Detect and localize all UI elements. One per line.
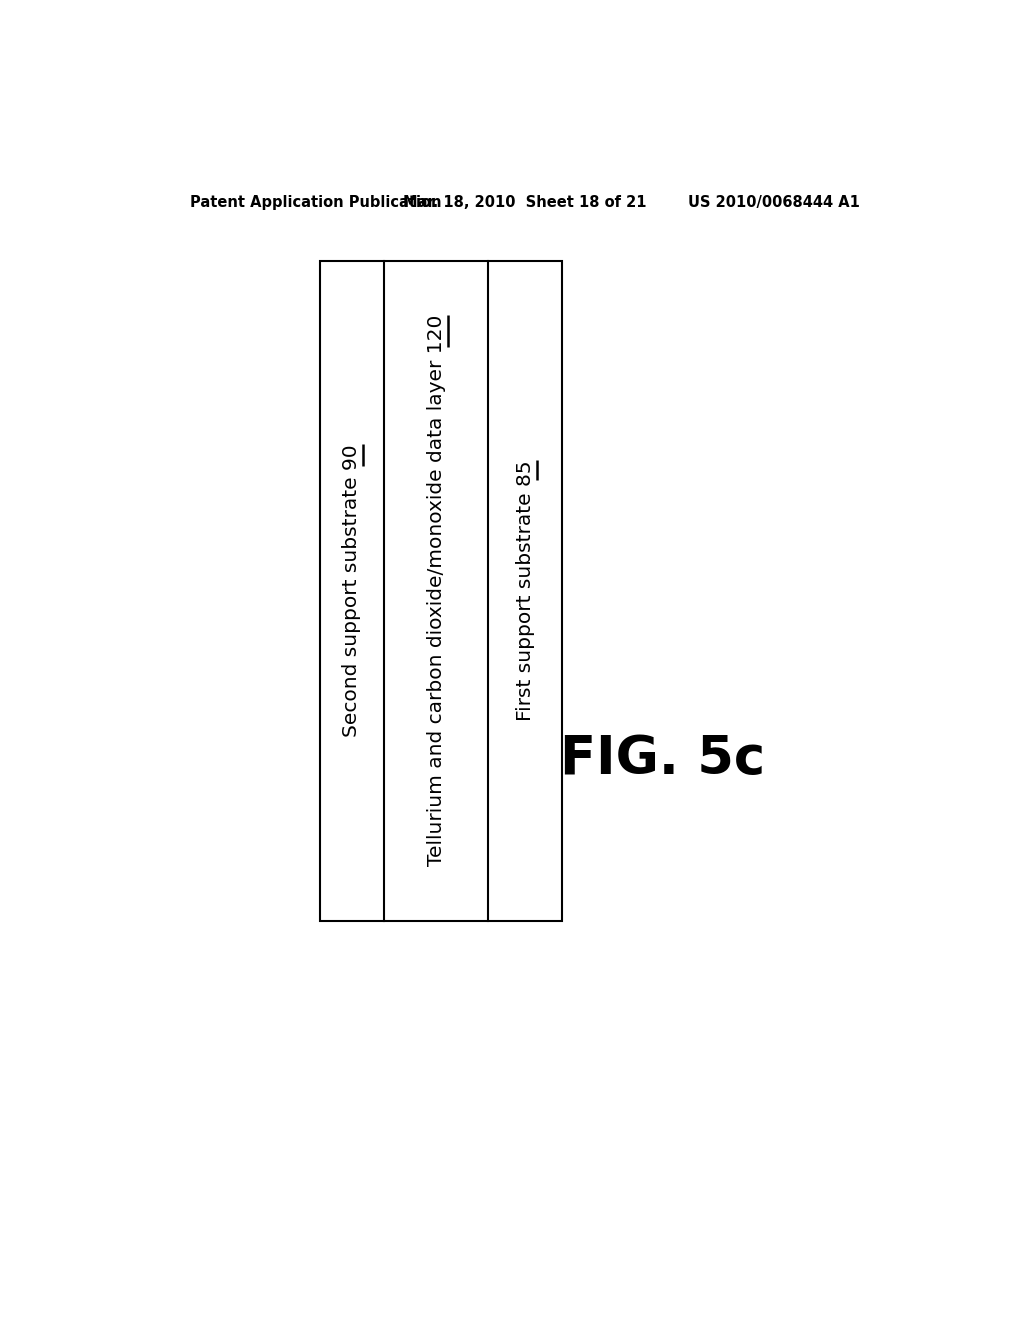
Text: Tellurium and carbon dioxide/monoxide data layer 120: Tellurium and carbon dioxide/monoxide da… (427, 315, 445, 866)
Text: FIG. 5c: FIG. 5c (560, 733, 765, 785)
Text: Patent Application Publication: Patent Application Publication (190, 195, 441, 210)
Text: First support substrate 85: First support substrate 85 (516, 461, 535, 721)
Text: Mar. 18, 2010  Sheet 18 of 21: Mar. 18, 2010 Sheet 18 of 21 (403, 195, 646, 210)
Text: US 2010/0068444 A1: US 2010/0068444 A1 (688, 195, 859, 210)
Bar (321, 261, 562, 921)
Text: Second support substrate 90: Second support substrate 90 (342, 445, 361, 737)
